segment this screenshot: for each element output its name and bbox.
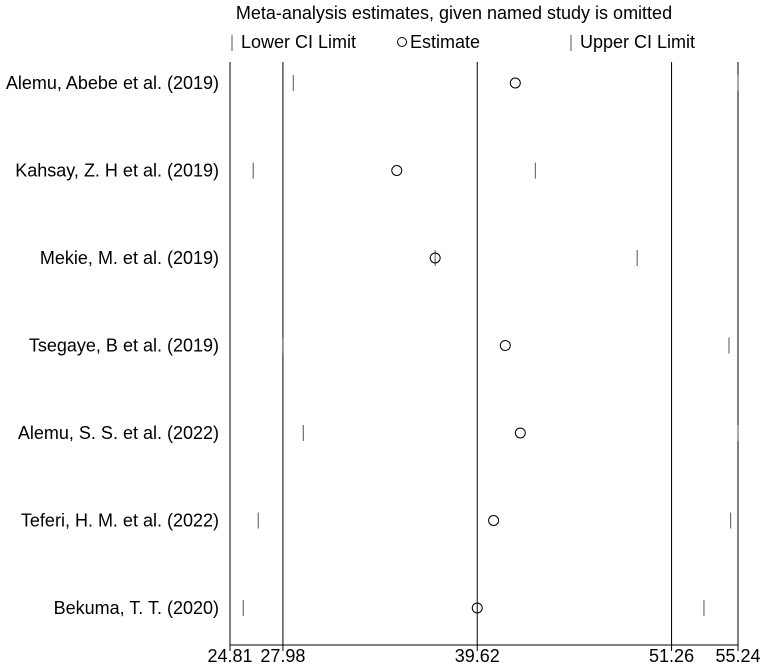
study-row: Alemu, Abebe et al. (2019): [6, 73, 739, 93]
study-label: Alemu, Abebe et al. (2019): [6, 73, 219, 93]
legend-estimate-label: Estimate: [410, 32, 480, 52]
study-rows: Alemu, Abebe et al. (2019) Kahsay, Z. H e…: [6, 73, 739, 618]
x-tick-label: 55.24: [715, 646, 760, 665]
reference-lines: [282, 62, 673, 645]
legend-estimate-swatch: [397, 37, 407, 47]
plot-area: [229, 62, 739, 645]
study-label: Alemu, S. S. et al. (2022): [18, 423, 219, 443]
legend: Lower CI Limit Estimate Upper CI Limit: [231, 32, 695, 52]
study-row: Mekie, M. et al. (2019): [40, 248, 638, 268]
legend-upper-ci-label: Upper CI Limit: [580, 32, 695, 52]
estimate-point: [429, 252, 441, 264]
study-label: Mekie, M. et al. (2019): [40, 248, 219, 268]
estimate-point: [509, 77, 521, 89]
study-label: Bekuma, T. T. (2020): [54, 598, 219, 618]
study-label: Teferi, H. M. et al. (2022): [21, 511, 219, 531]
study-row: Teferi, H. M. et al. (2022): [21, 511, 732, 531]
chart-title: Meta-analysis estimates, given named stu…: [236, 3, 672, 23]
x-tick-label: 27.98: [260, 646, 305, 665]
estimate-point: [499, 340, 511, 351]
x-tick-label: 24.81: [207, 646, 252, 665]
study-row: Tsegaye, B et al. (2019): [29, 336, 730, 356]
estimate-point: [471, 602, 483, 614]
x-axis: 24.81 27.98 39.62 51.26 55.24: [207, 644, 761, 665]
study-row: Kahsay, Z. H et al. (2019): [15, 161, 536, 181]
legend-lower-ci-label: Lower CI Limit: [241, 32, 356, 52]
estimate-point: [488, 515, 500, 526]
estimate-point: [391, 165, 403, 176]
study-row: Bekuma, T. T. (2020): [54, 598, 705, 618]
study-row: Alemu, S. S. et al. (2022): [18, 423, 739, 443]
study-label: Kahsay, Z. H et al. (2019): [15, 161, 219, 181]
x-tick-label: 51.26: [649, 646, 694, 665]
estimate-point: [514, 427, 526, 439]
x-tick-label: 39.62: [455, 646, 500, 665]
study-label: Tsegaye, B et al. (2019): [29, 336, 219, 356]
